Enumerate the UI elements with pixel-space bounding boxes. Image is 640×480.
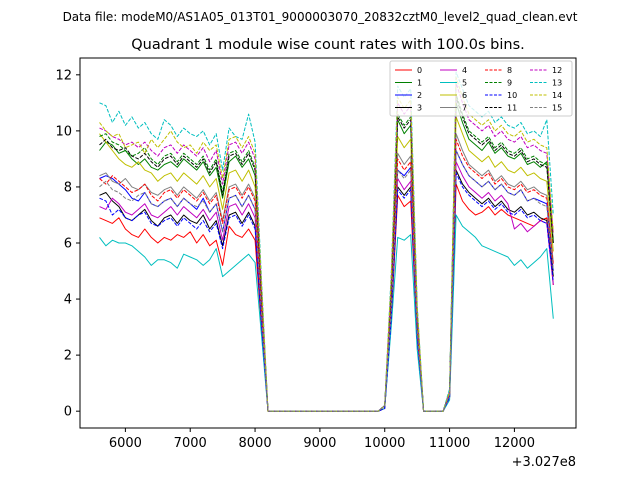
series-line-0 [99,183,554,412]
chart-title: Quadrant 1 module wise count rates with … [131,37,525,53]
x-tick-label: 6000 [109,436,142,451]
legend-label: 0 [417,66,422,75]
legend-label: 10 [507,91,517,100]
legend-label: 11 [507,104,517,113]
series-line-3 [99,169,554,412]
legend-label: 7 [462,104,467,113]
legend-label: 4 [462,66,467,75]
y-tick-label: 8 [64,180,72,195]
y-tick-label: 0 [64,405,72,420]
plot-area [99,71,554,412]
y-tick-label: 4 [64,293,72,308]
x-tick-label: 7000 [174,436,207,451]
series-line-5 [99,214,554,412]
y-tick-label: 2 [64,349,72,364]
legend-label: 2 [417,91,422,100]
legend-label: 8 [507,66,512,75]
legend-label: 3 [417,104,422,113]
legend-box [389,60,573,117]
x-tick-label: 12000 [494,436,535,451]
series-line-2 [99,150,554,412]
x-tick-label: 9000 [303,436,336,451]
y-tick-label: 10 [55,124,72,139]
legend-label: 14 [552,91,562,100]
x-axis: 6000 7000 8000 9000 10000 11000 12000 [109,428,535,451]
legend-label: 13 [552,79,562,88]
y-tick-label: 12 [55,68,72,83]
y-axis: 0 2 4 6 8 10 12 [55,68,80,420]
series-line-6 [99,116,554,412]
legend-label: 15 [552,104,562,113]
x-axis-offset-label: +3.027e8 [512,455,576,470]
series-line-15 [99,150,554,412]
figure-suptitle: Data file: modeM0/AS1A05_013T01_90000030… [63,10,578,24]
x-tick-label: 10000 [364,436,405,451]
x-tick-label: 11000 [429,436,470,451]
legend-label: 6 [462,91,467,100]
legend-label: 1 [417,79,422,88]
series-line-8 [99,138,554,412]
y-tick-label: 6 [64,237,72,252]
legend-label: 5 [462,79,467,88]
series-line-1 [99,102,554,412]
series-line-9 [99,93,554,412]
series-line-10 [99,172,554,412]
series-line-11 [99,96,554,412]
x-tick-label: 8000 [239,436,272,451]
legend-label: 9 [507,79,512,88]
legend-label: 12 [552,66,562,75]
series-line-14 [99,77,554,412]
